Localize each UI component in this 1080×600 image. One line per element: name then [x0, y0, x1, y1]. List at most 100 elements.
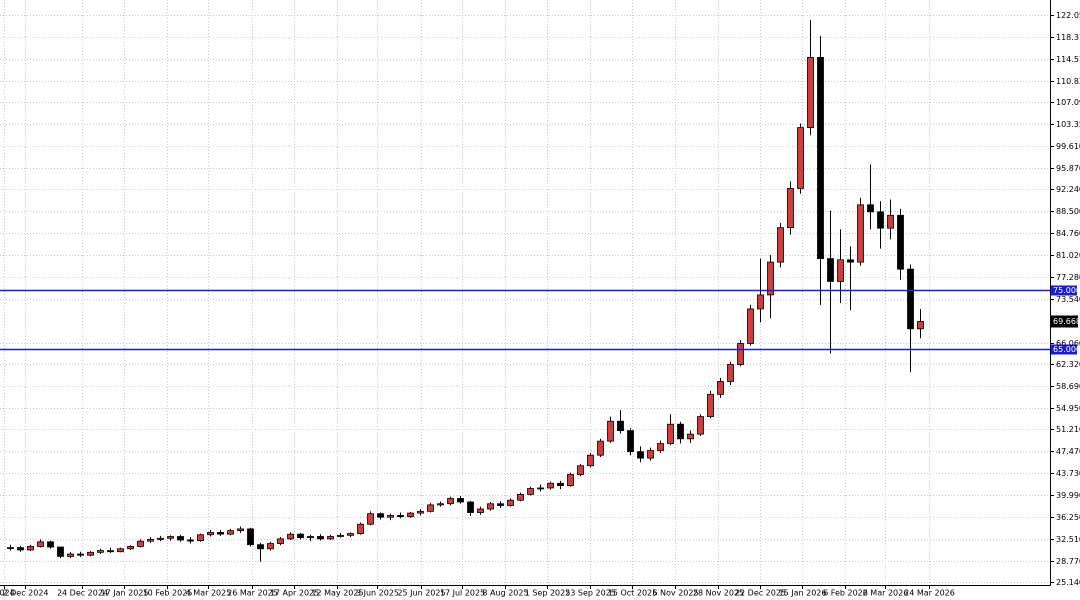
candle-body	[197, 534, 204, 541]
candle-body	[457, 498, 464, 503]
y-tick-label: 95.870	[1056, 164, 1080, 173]
x-tick-label: 1 Sep 2025	[525, 589, 571, 598]
candle-body	[897, 214, 904, 270]
x-tick-label: 12 May 2025	[311, 589, 363, 598]
candle-body	[217, 532, 224, 535]
candle-body	[437, 503, 444, 506]
candle-body	[187, 539, 194, 542]
candle-body	[317, 536, 324, 540]
y-tick-label: 66.060	[1056, 339, 1080, 348]
y-tick-label: 77.280	[1056, 273, 1080, 282]
candle-body	[77, 553, 84, 556]
candle-body	[697, 416, 704, 435]
y-tick-label: 122.050	[1056, 11, 1080, 20]
x-tick-label: 2 Mar 2026	[863, 589, 909, 598]
candle-body	[237, 528, 244, 532]
candle-body	[47, 541, 54, 548]
candle-body	[727, 364, 734, 382]
candle-body	[57, 546, 64, 557]
y-tick-label: 28.770	[1056, 557, 1080, 566]
candle-body	[517, 493, 524, 501]
y-tick-label: 39.990	[1056, 491, 1080, 500]
x-tick-label: 10 Feb 2025	[143, 589, 193, 598]
y-tick-label: 51.210	[1056, 425, 1080, 434]
candle-body	[887, 214, 894, 229]
y-tick-label: 99.610	[1056, 142, 1080, 151]
candle-body	[117, 548, 124, 553]
candle-body	[287, 533, 294, 540]
candle-body	[177, 536, 184, 541]
y-tick-label: 103.350	[1056, 120, 1080, 129]
candle-body	[677, 423, 684, 440]
candle-body	[717, 381, 724, 395]
level-label: 65.000	[1053, 345, 1080, 354]
candle-body	[467, 501, 474, 513]
candle-body	[397, 515, 404, 518]
y-tick-label: 58.690	[1056, 382, 1080, 391]
candle-body	[407, 512, 414, 518]
candle-body	[667, 423, 674, 444]
candle-body	[157, 537, 164, 540]
candle-body	[827, 258, 834, 282]
candle-body	[147, 539, 154, 542]
candle-body	[537, 487, 544, 490]
grid	[0, 0, 1050, 585]
candle-body	[27, 546, 34, 551]
candle-body	[657, 443, 664, 451]
candle-body	[577, 465, 584, 475]
current-price-label: 69.668	[1053, 317, 1080, 326]
candle-body	[87, 551, 94, 556]
overlay: 75.000 65.000 69.668	[0, 285, 1080, 355]
candle-body	[597, 440, 604, 456]
candle-body	[587, 454, 594, 467]
candle-body	[737, 343, 744, 365]
candle-body	[917, 321, 924, 330]
x-tick-label: 6 Nov 2025	[652, 589, 698, 598]
candle-body	[327, 536, 334, 540]
level-label-box	[1051, 285, 1077, 296]
candle-body	[257, 544, 264, 550]
candle-body	[307, 536, 314, 539]
candle-body	[817, 56, 824, 260]
candle-body	[867, 204, 874, 213]
y-tick-label: 84.760	[1056, 229, 1080, 238]
candle-body	[17, 547, 24, 551]
y-tick-label: 81.020	[1056, 251, 1080, 260]
candle-body	[807, 56, 814, 128]
y-tick-label: 92.240	[1056, 185, 1080, 194]
x-tick-label: 24 Dec 2024	[57, 589, 108, 598]
x-tick-label: 22 Dec 2025	[735, 589, 786, 598]
candle-body	[767, 261, 774, 296]
candle-body	[747, 308, 754, 344]
x-tick-label: 24 Mar 2026	[904, 589, 955, 598]
candle-body	[37, 541, 44, 547]
candle-body	[627, 430, 634, 453]
candle-body	[97, 550, 104, 553]
y-tick-label: 107.090	[1056, 98, 1080, 107]
y-tick-label: 54.950	[1056, 404, 1080, 413]
x-tick-label: 2024	[0, 589, 15, 598]
candle-body	[607, 420, 614, 442]
candle-body	[377, 513, 384, 518]
candle-body	[617, 420, 624, 432]
candle-body	[777, 227, 784, 263]
candle-body	[167, 536, 174, 539]
candle-body	[757, 294, 764, 310]
candle-body	[277, 538, 284, 544]
candle-body	[527, 488, 534, 495]
candle-body	[207, 532, 214, 536]
candle-body	[857, 204, 864, 263]
candle-body	[837, 259, 844, 282]
y-tick-label: 88.500	[1056, 207, 1080, 216]
x-tick-label: 25 Jun 2025	[397, 589, 445, 598]
x-tick-label: 17 Jan 2025	[101, 589, 149, 598]
candle-body	[367, 513, 374, 525]
y-tick-label: 47.470	[1056, 447, 1080, 456]
candle-body	[297, 533, 304, 539]
candle-body	[477, 508, 484, 513]
candle-body	[127, 546, 134, 550]
candle-body	[447, 498, 454, 505]
x-tick-label: 4 Mar 2025	[186, 589, 232, 598]
level-label-box	[1051, 344, 1077, 355]
